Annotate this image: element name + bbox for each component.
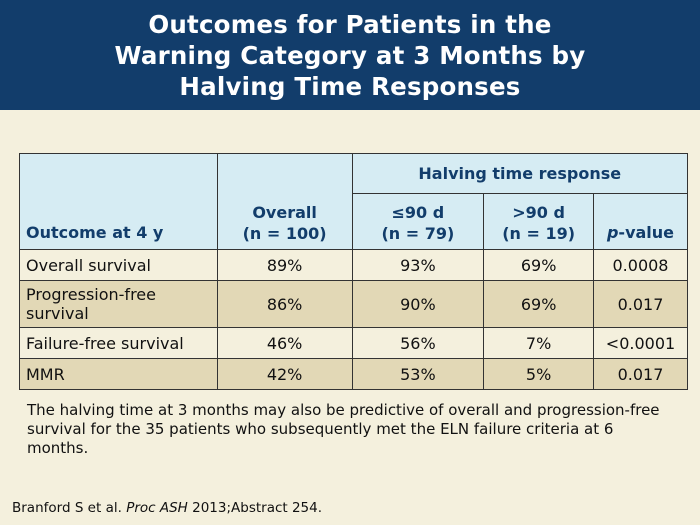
table-header-row-1: Outcome at 4 y Overall (n = 100) Halving…: [19, 153, 688, 250]
cell-overall: 89%: [216, 249, 353, 281]
cell-pvalue: 0.017: [593, 280, 688, 328]
header-overall: Overall (n = 100): [216, 153, 353, 250]
cell-gt90: 69%: [483, 280, 594, 328]
cell-le90: 53%: [351, 358, 485, 390]
header-pvalue-rest: -value: [618, 223, 675, 242]
header-pvalue: p-value: [593, 193, 688, 250]
title-line-2: Warning Category at 3 Months by: [114, 40, 586, 70]
table-row: Overall survival 89% 93% 69% 0.0008: [19, 249, 688, 281]
table-header-row-2: ≤90 d (n = 79) >90 d (n = 19) p-value: [19, 193, 688, 250]
cell-overall: 86%: [216, 280, 353, 328]
cell-gt90: 69%: [483, 249, 594, 281]
citation-authors: Branford S et al.: [12, 500, 127, 516]
cell-outcome: MMR: [19, 358, 218, 390]
header-outcome: Outcome at 4 y: [19, 153, 218, 250]
title-line-1: Outcomes for Patients in the: [148, 9, 552, 39]
table-row: Progression-free survival 86% 90% 69% 0.…: [19, 280, 688, 328]
cell-gt90: 7%: [483, 327, 594, 359]
header-le90: ≤90 d (n = 79): [351, 193, 485, 250]
header-le90-line1: ≤90 d: [391, 203, 445, 222]
footnote-text: The halving time at 3 months may also be…: [27, 401, 660, 457]
header-pvalue-p: p: [606, 223, 619, 242]
cell-le90: 56%: [351, 327, 485, 359]
cell-le90: 90%: [351, 280, 485, 328]
cell-gt90: 5%: [483, 358, 594, 390]
cell-pvalue: 0.017: [593, 358, 688, 390]
header-le90-line2: (n = 79): [381, 224, 455, 243]
title-bar: Outcomes for Patients in the Warning Cat…: [0, 0, 700, 110]
header-gt90: >90 d (n = 19): [483, 193, 594, 250]
cell-overall: 46%: [216, 327, 353, 359]
header-gt90-line2: (n = 19): [502, 224, 576, 243]
cell-le90: 93%: [351, 249, 485, 281]
table-row: Failure-free survival 46% 56% 7% <0.0001: [19, 327, 688, 359]
citation-journal: Proc ASH: [126, 500, 188, 516]
cell-pvalue: <0.0001: [593, 327, 688, 359]
table-row: MMR 42% 53% 5% 0.017: [19, 358, 688, 390]
cell-outcome: Failure-free survival: [19, 327, 218, 359]
header-overall-line2: (n = 100): [242, 224, 327, 243]
cell-outcome: Progression-free survival: [19, 280, 218, 328]
header-group: Halving time response: [351, 153, 688, 194]
header-gt90-line1: >90 d: [512, 203, 565, 222]
cell-outcome: Overall survival: [19, 249, 218, 281]
outcomes-table: Outcome at 4 y Overall (n = 100) Halving…: [19, 153, 688, 390]
title-line-3: Halving Time Responses: [179, 71, 521, 101]
citation: Branford S et al. Proc ASH 2013;Abstract…: [12, 500, 322, 516]
cell-overall: 42%: [216, 358, 353, 390]
header-group-label: Halving time response: [418, 164, 622, 183]
slide-title: Outcomes for Patients in the Warning Cat…: [115, 9, 586, 102]
header-overall-line1: Overall: [252, 203, 317, 222]
citation-rest: 2013;Abstract 254.: [187, 500, 323, 516]
header-outcome-label: Outcome at 4 y: [26, 223, 164, 242]
cell-pvalue: 0.0008: [593, 249, 688, 281]
